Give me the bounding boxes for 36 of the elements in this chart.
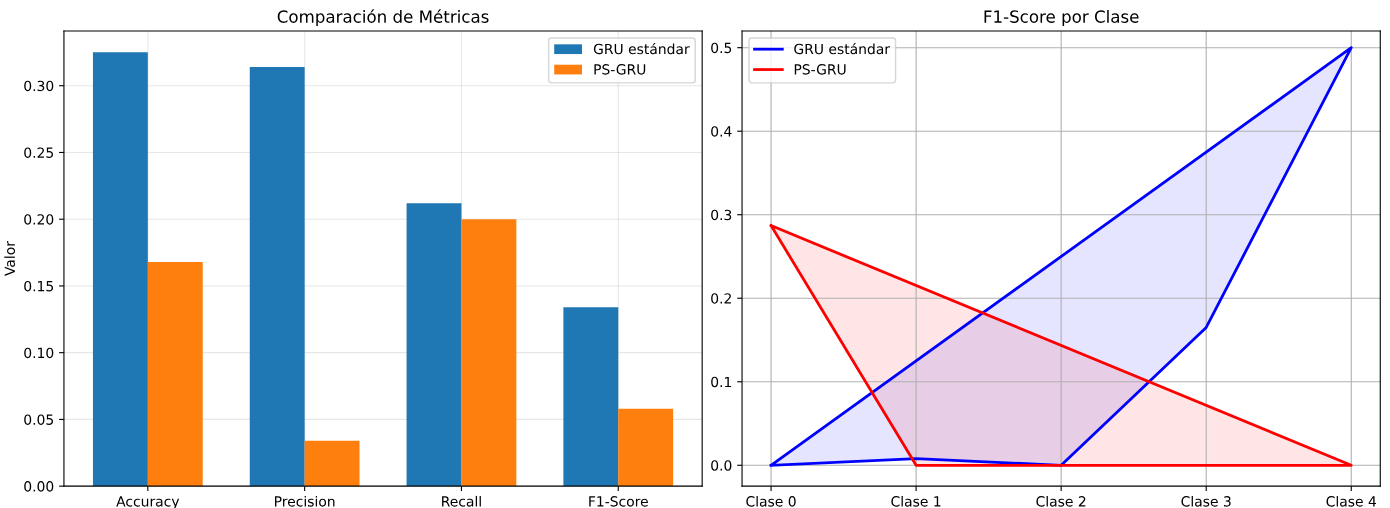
y-tick-label: 0.1 — [711, 376, 732, 388]
x-tick-label: Clase 1 — [891, 495, 941, 507]
bar — [92, 52, 148, 487]
x-tick-label: Clase 4 — [1326, 495, 1377, 507]
y-tick-label: 0.3 — [711, 209, 732, 221]
chart-title: F1-Score por Clase — [984, 9, 1139, 27]
x-tick-label: F1-Score — [589, 496, 648, 507]
y-tick-label: 0.15 — [24, 280, 53, 292]
y-tick-label: 0.5 — [711, 42, 732, 54]
y-tick-label: 0.00 — [24, 481, 54, 492]
y-axis-title: Valor — [4, 241, 16, 276]
x-tick-label: Clase 3 — [1181, 495, 1231, 507]
y-tick-label: 0.2 — [711, 293, 731, 304]
x-tick-label: Clase 2 — [1036, 495, 1086, 507]
legend-label: GRU estándar — [593, 42, 690, 55]
y-tick-label: 0.10 — [24, 347, 54, 359]
bar — [304, 440, 360, 487]
x-tick-label: Recall — [442, 495, 481, 507]
y-tick-label: 0.20 — [24, 214, 54, 225]
bar — [618, 408, 674, 487]
legend-label: GRU estándar — [794, 42, 891, 55]
chart-title: Comparación de Métricas — [277, 9, 489, 27]
y-tick-label: 0.05 — [24, 414, 53, 425]
bar — [406, 203, 462, 487]
bar — [461, 219, 517, 487]
x-tick-label: Precision — [275, 495, 335, 507]
bar — [147, 261, 203, 487]
legend-label: PS-GRU — [594, 64, 646, 75]
y-tick-label: 0.25 — [24, 147, 53, 158]
legend-label: PS-GRU — [794, 64, 846, 75]
y-tick-label: 0.0 — [711, 460, 732, 471]
bar — [249, 67, 305, 487]
y-tick-label: 0.30 — [24, 80, 54, 92]
x-tick-label: Clase 0 — [746, 495, 796, 507]
bar — [563, 307, 619, 487]
y-tick-label: 0.4 — [711, 126, 732, 137]
